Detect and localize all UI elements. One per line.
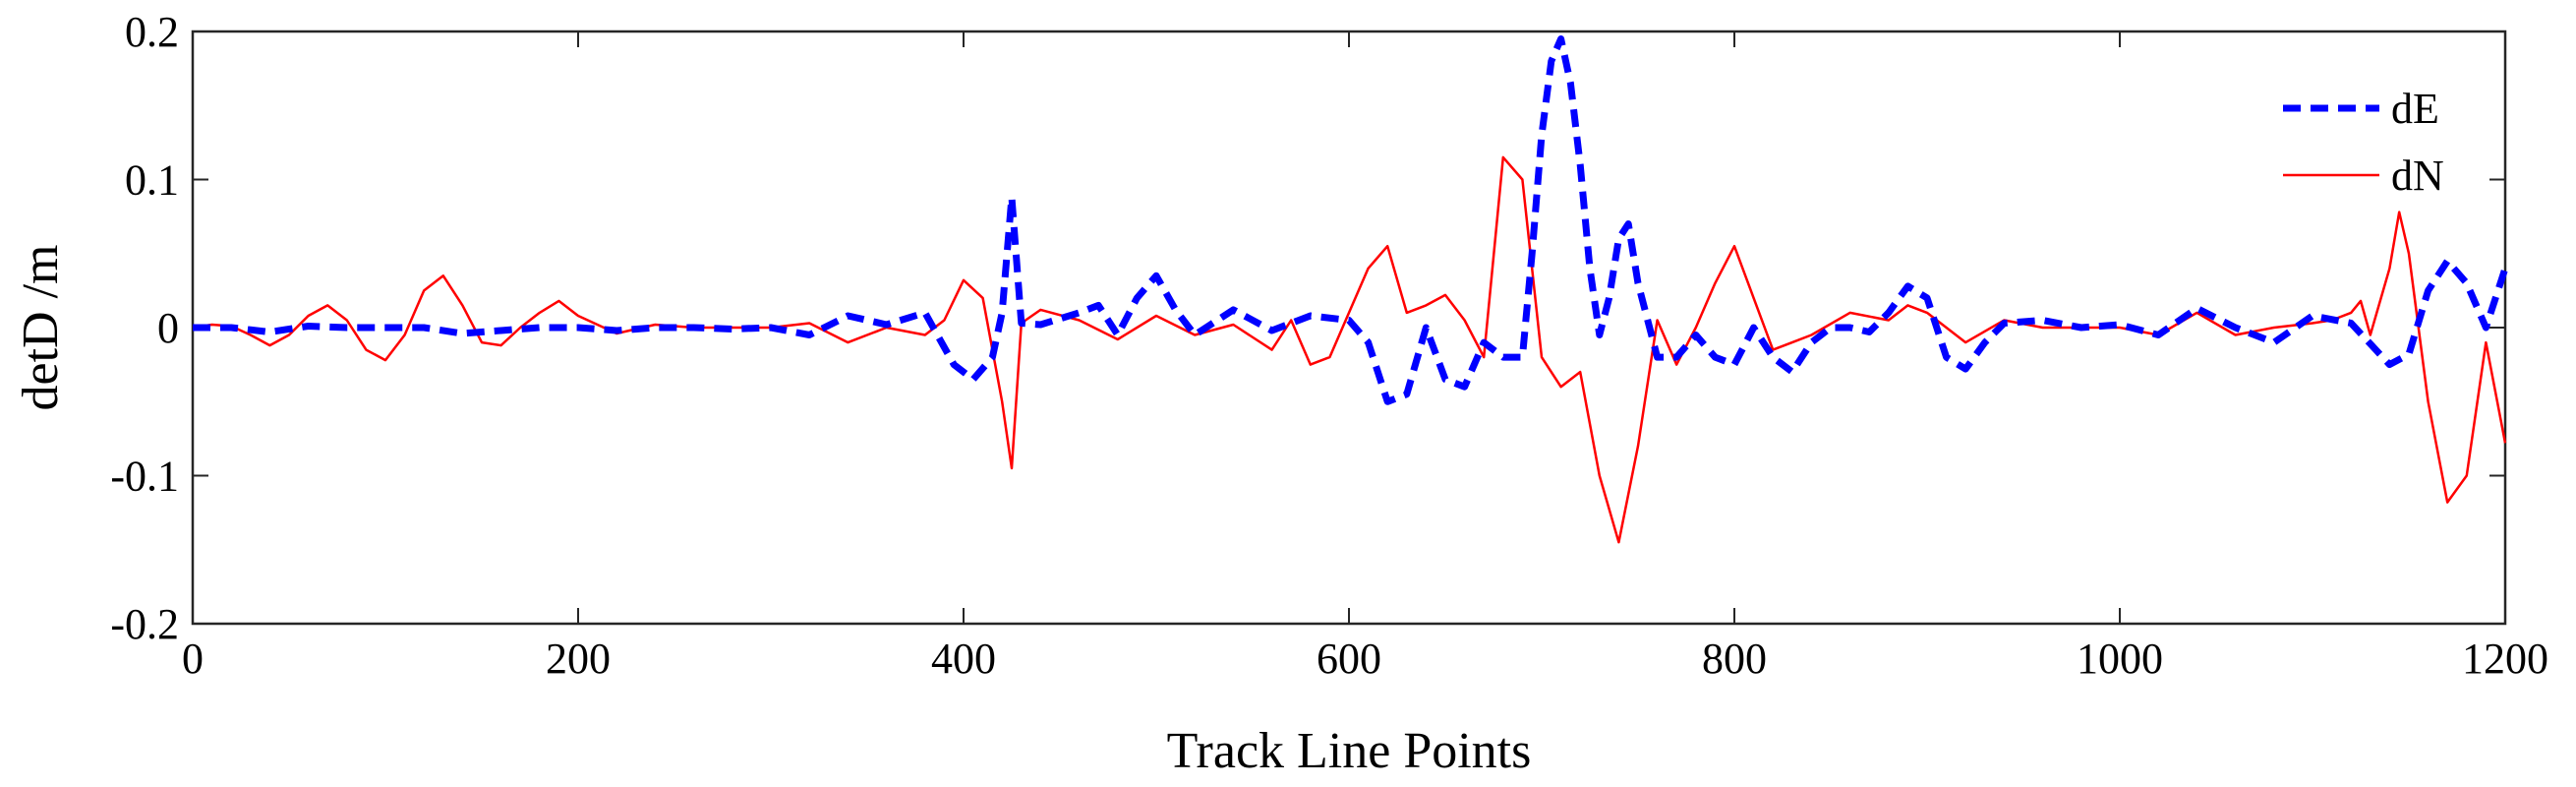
- x-tick-label: 1200: [2462, 635, 2548, 683]
- series-line-dE: [193, 35, 2509, 405]
- x-tick-label: 1000: [2077, 635, 2163, 683]
- x-axis: 0 200 400 600 800 1000 1200: [182, 31, 2548, 683]
- x-tick-label: 400: [931, 635, 996, 683]
- y-tick-label: -0.2: [110, 600, 179, 648]
- x-axis-title: Track Line Points: [1167, 723, 1532, 779]
- series-group: [192, 35, 2509, 544]
- x-tick-label: 0: [182, 635, 204, 683]
- legend-label-dE: dE: [2391, 85, 2439, 133]
- x-tick-label: 600: [1317, 635, 1381, 683]
- y-tick-label: 0: [157, 304, 179, 352]
- x-tick-label: 200: [546, 635, 611, 683]
- legend-label-dN: dN: [2391, 151, 2444, 200]
- x-tick-label: 800: [1702, 635, 1767, 683]
- y-tick-label: -0.1: [110, 453, 179, 501]
- plot-area: [191, 30, 2507, 626]
- y-tick-label: 0.1: [125, 156, 179, 205]
- y-tick-label: 0.2: [125, 8, 179, 56]
- legend: dE dN: [2283, 85, 2444, 200]
- y-axis: -0.2 -0.1 0 0.1 0.2: [110, 8, 2505, 648]
- y-axis-title: detD /m: [13, 245, 69, 411]
